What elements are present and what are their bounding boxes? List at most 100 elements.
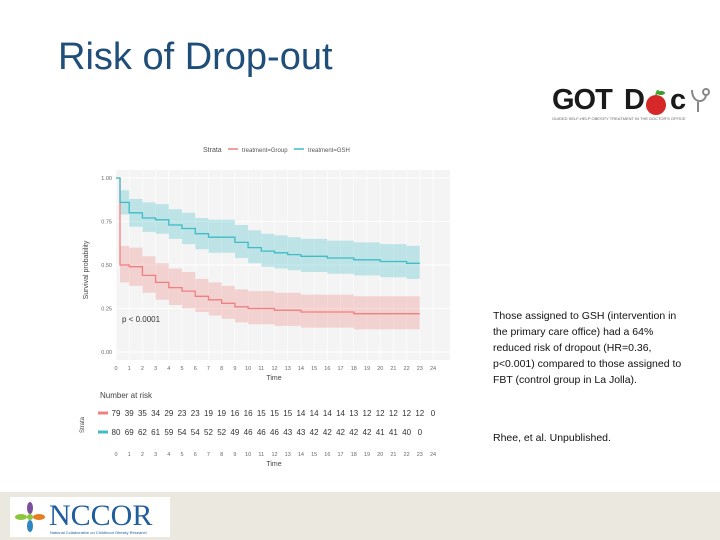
risk-count: 15: [283, 409, 292, 418]
y-tick-label: 1.00: [101, 176, 112, 182]
risk-x-tick-label: 20: [377, 452, 383, 458]
risk-count: 41: [376, 428, 385, 437]
risk-count: 34: [151, 409, 160, 418]
risk-count: 14: [310, 409, 319, 418]
risk-x-tick-label: 2: [141, 452, 144, 458]
x-tick-label: 8: [220, 366, 223, 372]
risk-count: 80: [112, 428, 121, 437]
x-tick-label: 21: [390, 366, 396, 372]
risk-count: 16: [244, 409, 253, 418]
risk-x-tick-label: 16: [324, 452, 330, 458]
nccor-tagline: National Collaborative on Childhood Obes…: [50, 530, 147, 535]
risk-count: 12: [415, 409, 424, 418]
risk-count: 0: [431, 409, 436, 418]
nccor-flower-icon: [15, 502, 45, 532]
risk-x-tick-label: 21: [390, 452, 396, 458]
risk-x-tick-label: 4: [167, 452, 170, 458]
stethoscope-icon: [691, 88, 710, 112]
x-tick-label: 12: [271, 366, 277, 372]
risk-count: 35: [138, 409, 147, 418]
x-tick-label: 18: [351, 366, 357, 372]
got-doc-logo: GOT D c GUIDED SELF-HELP OBESITY TREATME…: [552, 84, 712, 124]
risk-count: 43: [283, 428, 292, 437]
slide-title: Risk of Drop-out: [58, 36, 333, 78]
x-tick-label: 5: [181, 366, 184, 372]
risk-x-tick-label: 6: [194, 452, 197, 458]
y-tick-label: 0.50: [101, 263, 112, 269]
risk-count: 79: [112, 409, 121, 418]
nccor-wordmark: NCCOR: [49, 499, 153, 532]
logo-tagline: GUIDED SELF-HELP OBESITY TREATMENT IN TH…: [552, 116, 686, 121]
risk-count: 12: [376, 409, 385, 418]
risk-x-tick-label: 15: [311, 452, 317, 458]
risk-x-tick-label: 8: [220, 452, 223, 458]
x-tick-label: 15: [311, 366, 317, 372]
risk-count: 12: [363, 409, 372, 418]
risk-x-tick-label: 24: [430, 452, 436, 458]
risk-count: 59: [164, 428, 173, 437]
x-tick-label: 13: [285, 366, 291, 372]
risk-x-tick-label: 0: [114, 452, 117, 458]
risk-count: 43: [296, 428, 305, 437]
risk-count: 19: [217, 409, 226, 418]
x-tick-label: 23: [417, 366, 423, 372]
legend-label-gsh: treatment=GSH: [308, 148, 350, 154]
x-tick-label: 10: [245, 366, 251, 372]
x-tick-label: 9: [233, 366, 236, 372]
risk-count: 23: [191, 409, 200, 418]
survival-curves: [116, 177, 420, 315]
risk-count: 23: [178, 409, 187, 418]
y-axis-label: Survival probability: [83, 240, 90, 299]
x-tick-label: 3: [154, 366, 157, 372]
risk-count: 15: [270, 409, 279, 418]
risk-count: 13: [349, 409, 358, 418]
risk-x-tick-label: 3: [154, 452, 157, 458]
risk-count: 15: [257, 409, 266, 418]
risk-count: 61: [151, 428, 160, 437]
risk-count: 12: [389, 409, 398, 418]
y-tick-label: 0.25: [101, 307, 112, 313]
risk-x-tick-label: 9: [233, 452, 236, 458]
logo-got: GOT: [552, 84, 613, 116]
risk-x-tick-label: 7: [207, 452, 210, 458]
risk-table-swatches: [98, 411, 108, 434]
risk-x-tick-label: 13: [285, 452, 291, 458]
risk-count: 46: [244, 428, 253, 437]
x-tick-label: 6: [194, 366, 197, 372]
survival-chart: Strata treatment=Group treatment=GSH Sur…: [80, 147, 450, 468]
risk-count: 16: [230, 409, 239, 418]
x-tick-label: 4: [167, 366, 170, 372]
nccor-logo: NCCOR National Collaborative on Childhoo…: [10, 497, 170, 537]
risk-count: 42: [310, 428, 319, 437]
risk-x-tick-label: 5: [181, 452, 184, 458]
risk-count: 14: [336, 409, 345, 418]
risk-count: 62: [138, 428, 147, 437]
risk-x-tick-label: 17: [337, 452, 343, 458]
x-tick-label: 0: [114, 366, 117, 372]
risk-table-rows: 79 39 35 34 29 23 23 19 19 16 16 15 15 15 14 14 14 14 13 12…: [112, 409, 436, 437]
risk-count: 54: [191, 428, 200, 437]
x-tick-labels: 0 1 2 3 4 5 6 7 8 9 10 11 12 13 14 15 16 17 18 19 20 21 22 23 24: [114, 366, 436, 372]
survival-curve-1: [116, 177, 420, 264]
risk-count: 29: [164, 409, 173, 418]
x-tick-label: 2: [141, 366, 144, 372]
legend-title: Strata: [203, 147, 222, 154]
risk-table-x-ticks: 0 1 2 3 4 5 6 7 8 9 10 11 12 13 14 15 16 17 18 19 20 21 22 23 24: [114, 452, 436, 458]
risk-table-xlabel: Time: [266, 461, 281, 468]
risk-x-tick-label: 12: [271, 452, 277, 458]
x-tick-label: 7: [207, 366, 210, 372]
x-tick-label: 1: [128, 366, 131, 372]
risk-x-tick-label: 1: [128, 452, 131, 458]
y-tick-label: 0.00: [101, 350, 112, 356]
risk-x-tick-label: 10: [245, 452, 251, 458]
risk-count: 42: [363, 428, 372, 437]
risk-x-tick-label: 23: [417, 452, 423, 458]
risk-count: 46: [270, 428, 279, 437]
x-axis-label: Time: [266, 375, 281, 382]
x-tick-label: 11: [258, 366, 264, 372]
x-tick-label: 17: [337, 366, 343, 372]
risk-x-tick-label: 14: [298, 452, 304, 458]
legend-label-group: treatment=Group: [242, 148, 288, 154]
risk-count: 40: [402, 428, 411, 437]
risk-x-tick-label: 19: [364, 452, 370, 458]
